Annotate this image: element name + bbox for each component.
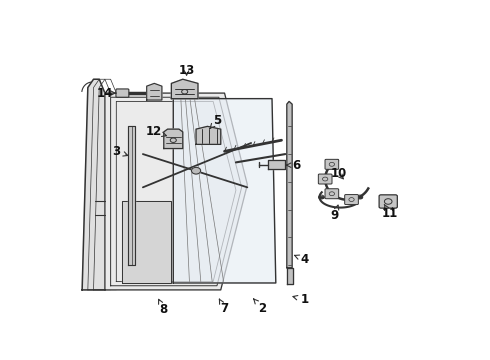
Text: 13: 13 [178,64,195,77]
Text: 4: 4 [294,253,308,266]
FancyBboxPatch shape [379,195,397,208]
Text: 2: 2 [254,299,267,315]
FancyBboxPatch shape [325,159,339,169]
Polygon shape [164,129,183,149]
Text: 3: 3 [112,145,128,158]
Polygon shape [172,79,198,99]
Polygon shape [147,84,162,100]
Text: 11: 11 [382,204,398,220]
Polygon shape [122,201,172,283]
FancyBboxPatch shape [344,194,358,204]
Text: 12: 12 [146,125,167,138]
Text: 9: 9 [331,205,339,221]
FancyBboxPatch shape [116,89,129,97]
Text: 10: 10 [330,167,346,180]
FancyBboxPatch shape [325,189,339,199]
Text: 1: 1 [293,293,308,306]
Polygon shape [287,102,292,268]
Text: 14: 14 [97,87,116,100]
Polygon shape [196,126,220,144]
Circle shape [192,167,200,174]
Polygon shape [82,79,105,290]
Polygon shape [128,126,135,265]
Text: 5: 5 [210,114,221,129]
Text: 8: 8 [159,299,168,316]
FancyBboxPatch shape [318,174,332,184]
Polygon shape [268,159,285,169]
Polygon shape [173,99,276,283]
Polygon shape [287,268,293,284]
Text: 6: 6 [287,159,301,172]
Text: 7: 7 [220,299,229,315]
Polygon shape [105,93,247,290]
